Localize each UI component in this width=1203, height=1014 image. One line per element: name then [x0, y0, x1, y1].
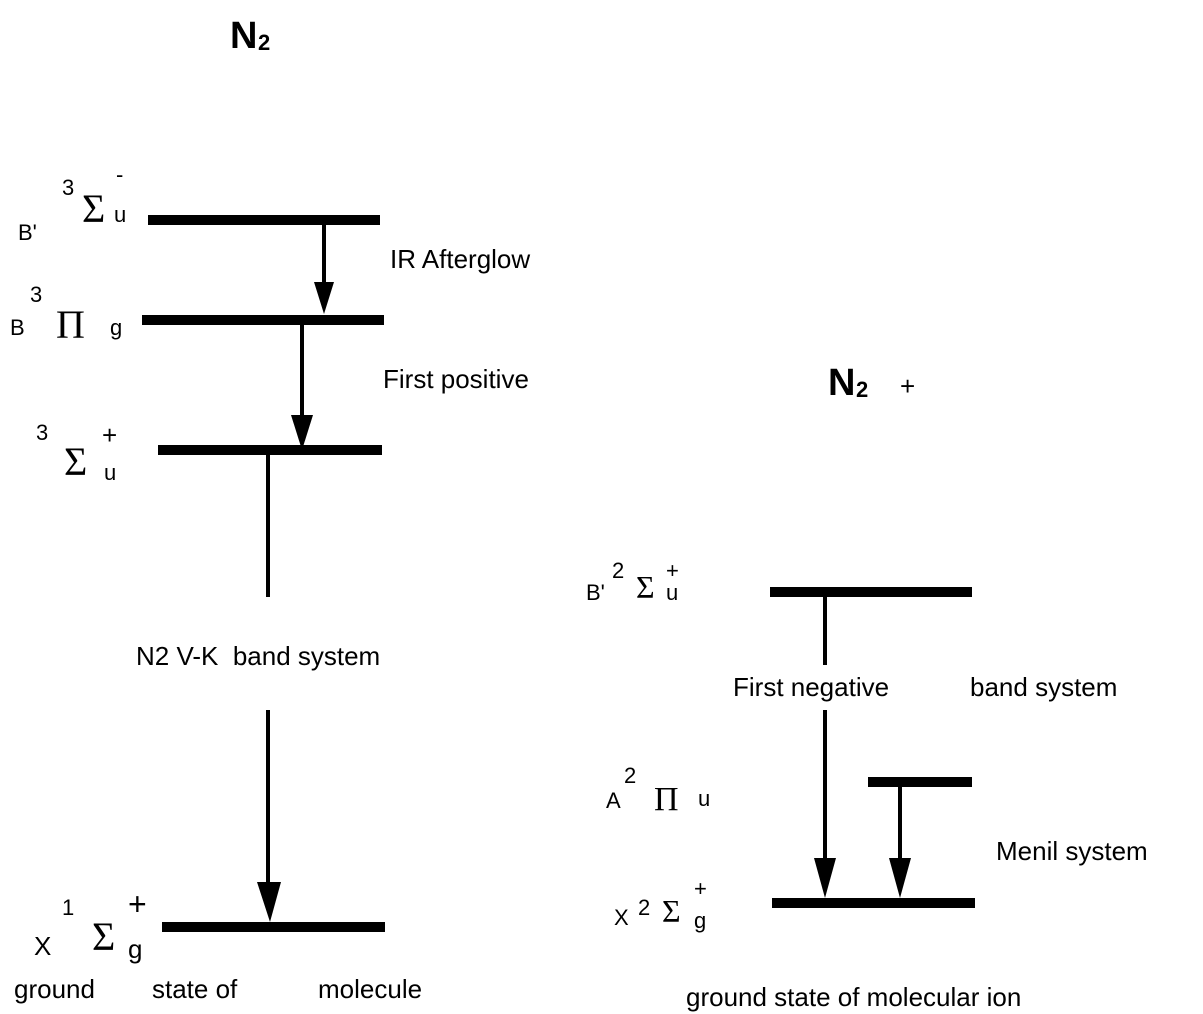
- level-symbol: Σ: [64, 439, 87, 484]
- level-sub: u: [666, 580, 678, 605]
- arrowhead: [257, 882, 281, 922]
- caption: state of: [152, 974, 238, 1004]
- level-symbol: Π: [56, 302, 85, 347]
- level-symbol: Σ: [82, 186, 105, 231]
- caption: molecule: [318, 974, 422, 1004]
- level-pre-sup: 2: [612, 558, 624, 583]
- level-prefix: X: [614, 905, 629, 930]
- level-pre-sup: 1: [62, 895, 74, 920]
- level-symbol: Σ: [662, 893, 681, 929]
- level-sub: g: [694, 908, 706, 933]
- level-pre-sup: 2: [638, 895, 650, 920]
- arrowhead: [814, 858, 836, 898]
- transition-label: IR Afterglow: [390, 244, 530, 274]
- level-sup: +: [694, 876, 707, 901]
- level-symbol: Π: [654, 781, 679, 818]
- level-prefix: B: [10, 315, 25, 340]
- level-sub: g: [128, 934, 142, 964]
- level-sub: u: [698, 786, 710, 811]
- title-suffix: +: [900, 371, 915, 401]
- level-symbol: Σ: [636, 569, 655, 605]
- level-pre-sup: 2: [624, 763, 636, 788]
- level-sub: u: [104, 460, 116, 485]
- level-sup: +: [128, 886, 147, 922]
- level-sub: g: [110, 315, 122, 340]
- transition-label: N2 V-K band system: [136, 641, 380, 671]
- level-pre-sup: 3: [30, 282, 42, 307]
- title-sub: 2: [856, 377, 868, 402]
- transition-label: band system: [970, 672, 1117, 702]
- arrowhead: [291, 415, 313, 450]
- title: N: [828, 362, 855, 404]
- title-sub: 2: [258, 30, 270, 55]
- transition-label: Menil system: [996, 836, 1148, 866]
- arrowhead: [314, 282, 334, 314]
- level-sub: u: [114, 202, 126, 227]
- transition-label: First positive: [383, 364, 529, 394]
- transition-label: First negative: [733, 672, 889, 702]
- level-prefix: B': [586, 580, 605, 605]
- level-prefix: B': [18, 220, 37, 245]
- arrowhead: [889, 858, 911, 898]
- level-pre-sup: 3: [36, 420, 48, 445]
- caption: ground state of molecular ion: [686, 982, 1021, 1012]
- level-pre-sup: 3: [62, 175, 74, 200]
- level-sup: +: [666, 558, 679, 583]
- level-prefix: A: [606, 788, 621, 813]
- level-sup: -: [116, 162, 123, 187]
- caption: ground: [14, 974, 95, 1004]
- level-prefix: X: [34, 931, 51, 961]
- level-sup: +: [102, 420, 117, 450]
- title: N: [230, 15, 257, 57]
- level-symbol: Σ: [92, 914, 115, 959]
